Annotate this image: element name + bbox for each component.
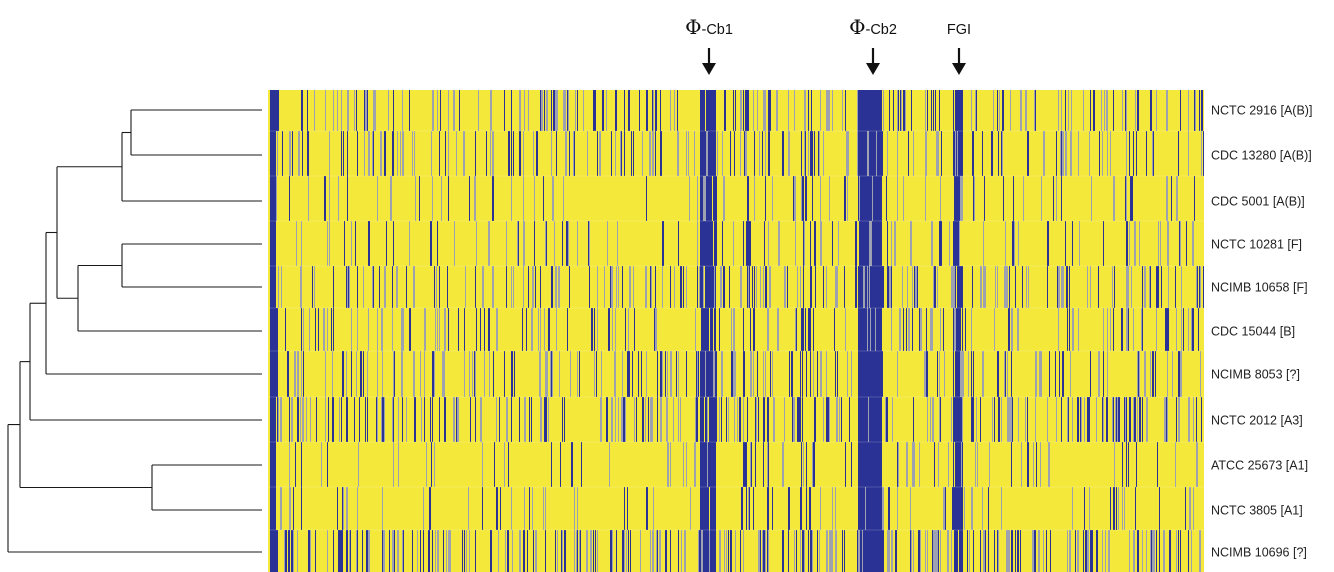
strain-labels: NCTC 2916 [A(B)] CDC 13280 [A(B)] CDC 5001… (1211, 104, 1312, 560)
phi-symbol: Φ (685, 15, 701, 39)
region-marker: FGI (947, 22, 971, 75)
down-arrow-icon (866, 63, 880, 75)
heatmap-row (270, 530, 1201, 572)
region-marker-label: Φ-Cb1 (685, 15, 733, 39)
heatmap-row (270, 266, 1204, 308)
strain-label: NCTC 2012 [A3] (1211, 414, 1303, 428)
region-marker-name: FGI (947, 22, 971, 38)
strain-label: NCIMB 10658 [F] (1211, 281, 1308, 295)
region-marker-label: Φ-Cb2 (849, 15, 897, 39)
dendrogram (7, 109, 262, 553)
heatmap-row (270, 221, 1194, 266)
down-arrow-icon (952, 63, 966, 75)
down-arrow-icon (702, 63, 716, 75)
strain-label: NCTC 2916 [A(B)] (1211, 104, 1312, 118)
strain-label: CDC 13280 [A(B)] (1211, 149, 1312, 163)
heatmap-row (270, 308, 1199, 351)
presence-absence-heatmap (268, 90, 1204, 572)
heatmap-row (270, 176, 1195, 221)
strain-label: NCIMB 8053 [?] (1211, 368, 1300, 382)
region-marker: Φ-Cb2 (849, 15, 897, 75)
region-marker-name: -Cb1 (701, 22, 732, 38)
heatmap-row (270, 487, 1194, 530)
region-marker-name: -Cb2 (865, 22, 896, 38)
phi-symbol: Φ (849, 15, 865, 39)
strain-label: ATCC 25673 [A1] (1211, 459, 1308, 473)
heatmap-row (270, 442, 1198, 487)
region-markers: Φ-Cb1 Φ-Cb2 FGI (685, 15, 971, 75)
strain-label: NCIMB 10696 [?] (1211, 546, 1307, 560)
strain-label: CDC 5001 [A(B)] (1211, 195, 1305, 209)
heatmap-row (270, 131, 1204, 176)
strain-label: NCTC 10281 [F] (1211, 238, 1302, 252)
heatmap-row (270, 90, 1203, 131)
heatmap-row (270, 397, 1202, 442)
region-marker: Φ-Cb1 (685, 15, 733, 75)
strain-label: NCTC 3805 [A1] (1211, 504, 1303, 518)
region-marker-label: FGI (947, 22, 971, 38)
strain-label: CDC 15044 [B] (1211, 325, 1295, 339)
heatmap-row (270, 351, 1201, 397)
